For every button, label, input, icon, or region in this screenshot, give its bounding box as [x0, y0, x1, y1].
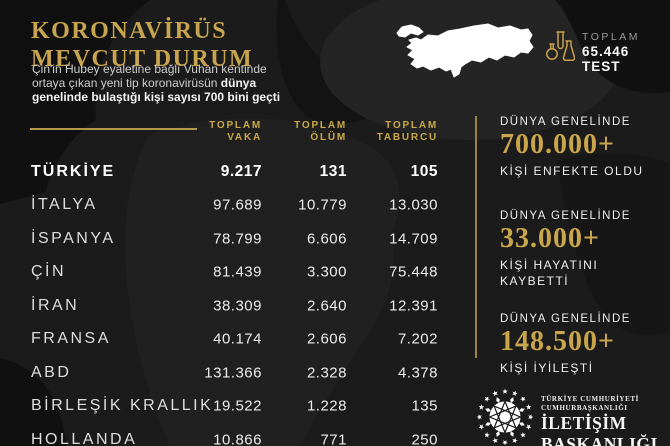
column-header-vaka: TOPLAM VAKA — [209, 120, 262, 143]
table-row-hollanda: HOLLANDA 10.866 771 250 — [31, 430, 438, 446]
logo-line-baskanligi: BAŞKANLIĞI — [541, 433, 658, 446]
title-line-2: MEVCUT DURUM — [31, 45, 254, 72]
table-row-iran: İRAN 38.309 2.640 12.391 — [31, 296, 438, 315]
table-row-italya: İTALYA 97.689 10.779 13.030 — [31, 196, 438, 214]
column-header-olum: TOPLAM ÖLÜM — [294, 120, 347, 143]
table-row-fransa: FRANSA 40.174 2.606 7.202 — [31, 330, 438, 348]
page-title: KORONAVİRÜS MEVCUT DURUM — [31, 18, 253, 73]
stat-deaths: DÜNYA GENELİNDE 33.000+ KİŞİ HAYATINI KA… — [500, 210, 631, 288]
logo-line-presidency: CUMHURBAŞKANLIĞI — [541, 403, 628, 412]
stats-divider-line — [475, 116, 477, 358]
subtitle-bold: dünya genelinde bulaştığı kişi sayısı 70… — [32, 75, 281, 104]
logo-line-iletisim: İLETİŞİM — [541, 413, 627, 433]
stat-infected: DÜNYA GENELİNDE 700.000+ KİŞİ ENFEKTE OL… — [500, 116, 644, 178]
iletisim-baskanligi-logo-text: TÜRKİYE CUMHURİYETİ CUMHURBAŞKANLIĞI İLE… — [541, 395, 658, 446]
total-tests-label: TOPLAM — [582, 31, 640, 43]
title-line-1: KORONAVİRÜS — [31, 18, 228, 45]
table-row-turkiye: TÜRKİYE 9.217 131 105 — [31, 162, 438, 180]
presidency-emblem-icon — [476, 388, 534, 446]
column-header-taburcu: TOPLAM TABURCU — [376, 120, 438, 143]
table-row-ispanya: İSPANYA 78.799 6.606 14.709 — [31, 229, 438, 248]
logo-line-republic: TÜRKİYE CUMHURİYETİ — [541, 395, 639, 403]
stat-recovered: DÜNYA GENELİNDE 148.500+ KİŞİ İYİLEŞTİ — [500, 313, 631, 375]
turkey-map — [396, 23, 534, 78]
table-row-abd: ABD 131.366 2.328 4.378 — [31, 363, 438, 382]
table-header-rule — [30, 128, 197, 130]
country-table: TÜRKİYE 9.217 131 105 İTALYA 97.689 10.7… — [31, 155, 438, 446]
subtitle-normal: Çin'in Hubey eyaletine bağlı Vuhan kenti… — [32, 62, 267, 90]
table-row-birlesik-krallik: BİRLEŞİK KRALLIK 19.522 1.228 135 — [31, 397, 438, 415]
subtitle: Çin'in Hubey eyaletine bağlı Vuhan kenti… — [32, 62, 284, 104]
flask-icon — [546, 31, 575, 62]
table-row-cin: ÇİN 81.439 3.300 75.448 — [31, 263, 438, 281]
total-tests-value: 65.446 TEST — [582, 44, 630, 74]
